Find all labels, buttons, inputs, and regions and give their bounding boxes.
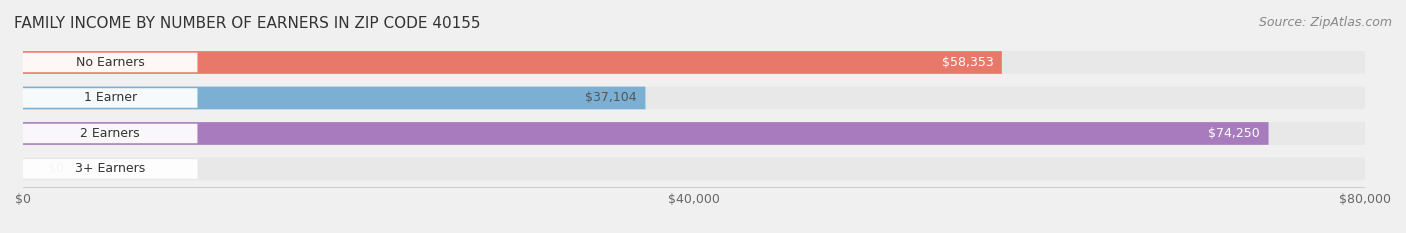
Text: $74,250: $74,250 [1208,127,1260,140]
FancyBboxPatch shape [22,87,1365,109]
FancyBboxPatch shape [22,122,1268,145]
Text: 2 Earners: 2 Earners [80,127,141,140]
FancyBboxPatch shape [22,158,1365,180]
Text: $37,104: $37,104 [585,92,637,104]
FancyBboxPatch shape [22,122,1365,145]
FancyBboxPatch shape [22,88,197,108]
FancyBboxPatch shape [22,124,197,143]
Text: 1 Earner: 1 Earner [84,92,136,104]
Text: $58,353: $58,353 [942,56,994,69]
Text: $0: $0 [48,162,65,175]
FancyBboxPatch shape [22,51,1365,74]
Text: 3+ Earners: 3+ Earners [75,162,145,175]
FancyBboxPatch shape [22,87,645,109]
FancyBboxPatch shape [22,53,197,72]
Text: Source: ZipAtlas.com: Source: ZipAtlas.com [1258,16,1392,29]
FancyBboxPatch shape [22,159,197,179]
FancyBboxPatch shape [22,51,1002,74]
Text: FAMILY INCOME BY NUMBER OF EARNERS IN ZIP CODE 40155: FAMILY INCOME BY NUMBER OF EARNERS IN ZI… [14,16,481,31]
Text: No Earners: No Earners [76,56,145,69]
